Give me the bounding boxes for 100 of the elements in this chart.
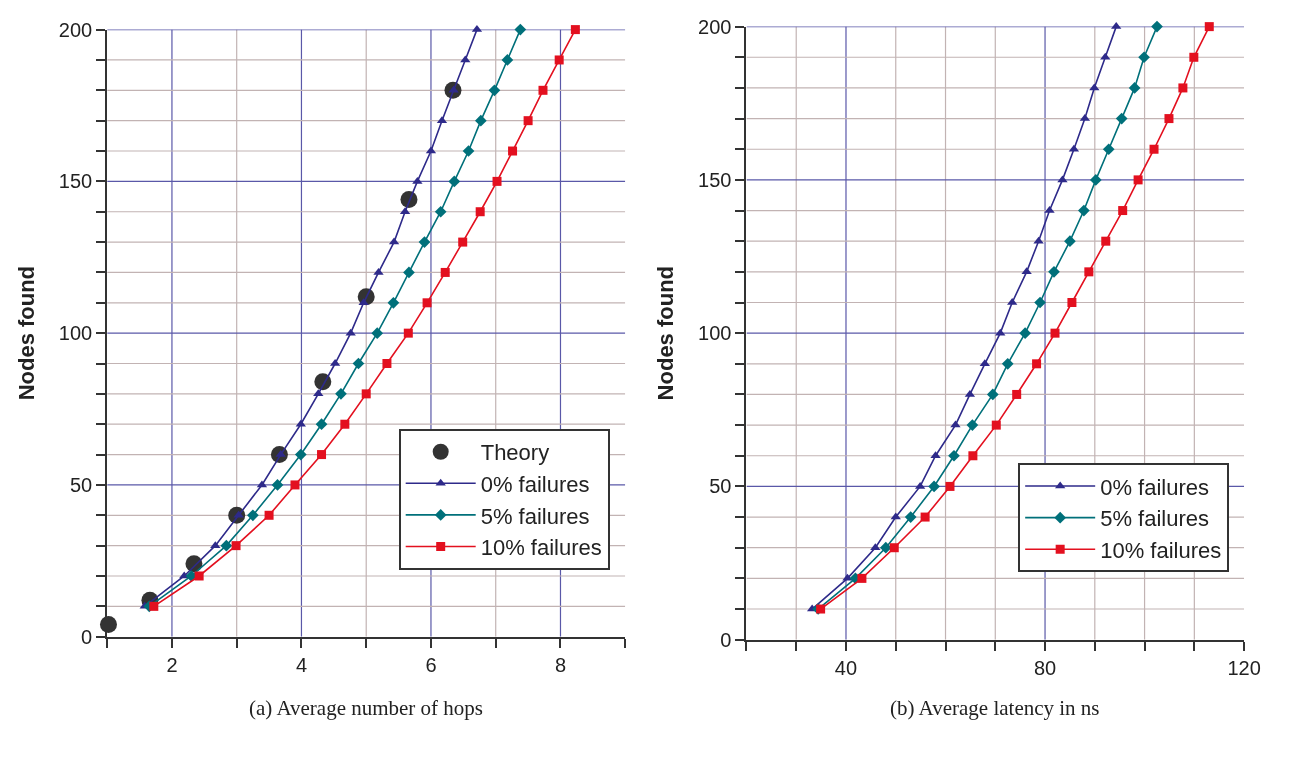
point <box>816 604 826 614</box>
point <box>948 449 960 462</box>
point <box>440 267 450 277</box>
point <box>340 419 350 429</box>
point <box>475 207 485 217</box>
y-tick-label: 50 <box>69 473 93 496</box>
point <box>488 84 501 97</box>
point <box>403 266 415 279</box>
point <box>1050 328 1060 338</box>
point <box>1151 20 1163 33</box>
point <box>290 480 300 490</box>
point <box>857 573 867 583</box>
point <box>422 298 432 308</box>
point <box>538 85 548 95</box>
point <box>570 25 580 35</box>
x-tick-label: 8 <box>554 653 567 676</box>
point <box>1204 22 1214 32</box>
point <box>1102 143 1115 156</box>
legend-label: Theory <box>480 440 550 466</box>
legend-label: 5% failures <box>1100 506 1210 532</box>
point <box>1178 83 1188 93</box>
point <box>945 481 955 491</box>
y-tick-label: 100 <box>698 322 732 345</box>
point <box>1067 298 1077 307</box>
point <box>462 145 475 157</box>
point <box>271 479 284 491</box>
y-tick-label: 200 <box>58 18 93 41</box>
point <box>418 236 431 248</box>
y-tick-label: 50 <box>709 475 732 498</box>
y-tick-label: 150 <box>58 170 93 193</box>
point <box>220 539 233 552</box>
point <box>1064 235 1076 248</box>
point <box>474 114 487 127</box>
point <box>1133 175 1143 185</box>
x-axis-title: (a) Average number of hops <box>249 696 484 720</box>
y-tick-label: 0 <box>81 625 93 648</box>
y-tick-label: 100 <box>58 322 93 345</box>
point <box>1048 265 1060 278</box>
y-tick-label: 200 <box>698 15 732 38</box>
point <box>1189 52 1199 62</box>
x-tick-label: 80 <box>1033 656 1057 679</box>
x-tick-label: 120 <box>1227 656 1261 679</box>
point <box>335 388 347 400</box>
point <box>930 451 941 459</box>
point <box>920 512 930 522</box>
point <box>842 573 853 581</box>
point <box>986 388 999 401</box>
point <box>264 510 274 520</box>
point <box>373 267 384 275</box>
point <box>1089 174 1102 186</box>
point <box>492 176 502 186</box>
point <box>352 357 365 370</box>
y-axis-title: Nodes found <box>14 265 40 401</box>
point <box>508 146 518 156</box>
point <box>434 205 447 218</box>
point <box>1057 175 1068 183</box>
point <box>1138 51 1150 64</box>
point <box>1032 359 1042 369</box>
point <box>1001 357 1014 370</box>
point <box>968 451 978 461</box>
point <box>1100 52 1111 60</box>
point <box>231 541 241 551</box>
point <box>387 296 400 309</box>
point <box>371 327 384 339</box>
point <box>991 420 1001 430</box>
x-tick-label: 4 <box>295 653 308 676</box>
point <box>1101 236 1111 246</box>
point <box>1164 114 1174 124</box>
point <box>501 54 514 66</box>
y-tick-label: 0 <box>720 628 732 651</box>
legend-label: 5% failures <box>480 503 590 529</box>
point <box>514 23 527 36</box>
x-axis-title: (b) Average latency in ns <box>890 696 1100 720</box>
point <box>1012 389 1022 399</box>
point <box>966 419 979 431</box>
legend-label: 0% failures <box>1100 474 1210 500</box>
point <box>294 448 307 461</box>
point <box>313 389 324 397</box>
point <box>460 55 471 63</box>
legend-label: 10% failures <box>1100 537 1222 563</box>
point <box>403 328 413 338</box>
point <box>928 480 940 493</box>
point <box>1089 83 1100 91</box>
point <box>382 359 392 369</box>
point <box>315 418 328 431</box>
legend-label: 0% failures <box>480 471 590 497</box>
point <box>1021 267 1032 275</box>
point <box>1019 327 1031 339</box>
point <box>1115 112 1128 125</box>
point <box>149 601 159 611</box>
point <box>1128 82 1141 94</box>
point <box>1084 267 1094 277</box>
x-tick-label: 40 <box>834 656 858 679</box>
point <box>904 511 917 523</box>
point <box>1078 204 1090 217</box>
x-tick-label: 2 <box>166 653 178 676</box>
point <box>194 571 204 581</box>
point <box>889 543 899 553</box>
point <box>1034 296 1046 309</box>
point <box>890 512 901 520</box>
